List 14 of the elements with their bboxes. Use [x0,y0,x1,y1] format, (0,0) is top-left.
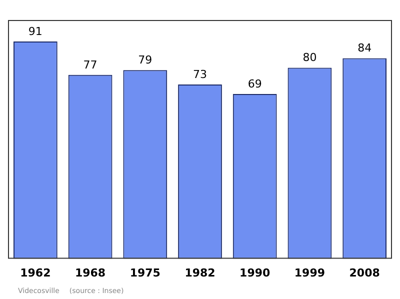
data-label: 91 [28,24,42,38]
data-label: 79 [138,54,152,67]
x-tick-label: 1982 [184,266,216,280]
data-label: 73 [193,68,207,81]
x-tick-label: 1968 [74,266,106,280]
x-tick-label: 1999 [294,266,326,280]
data-label: 69 [248,77,262,90]
data-label: 80 [302,51,317,64]
x-tick-label: 1990 [240,266,271,280]
x-tick-label: 1975 [130,266,160,280]
data-label: 84 [358,42,372,55]
data-label: 77 [83,58,98,72]
x-tick-label: 1962 [20,266,51,280]
x-tick-label: 2008 [349,266,380,280]
